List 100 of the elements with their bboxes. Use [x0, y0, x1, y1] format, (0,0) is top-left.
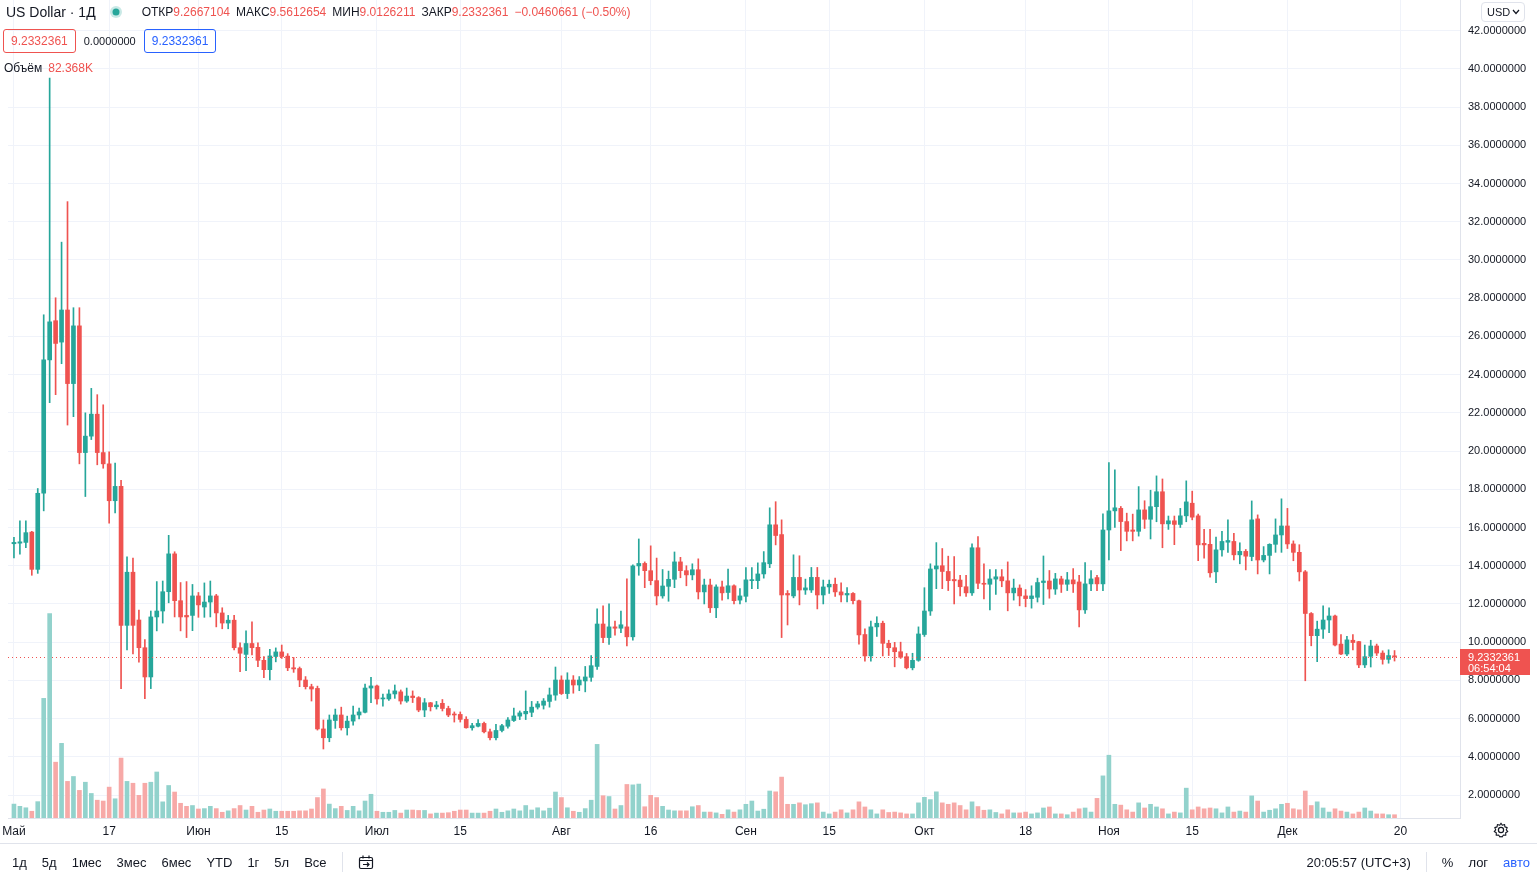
annotation: 9.0126211 [359, 4, 416, 20]
x-tick-label: Июл [364, 823, 390, 838]
y-tick-label: 26.0000000 [1468, 329, 1527, 342]
text: 1мес [71, 854, 102, 870]
bar [1160, 808, 1165, 818]
annotation: 9.2332361 [451, 4, 509, 20]
bar [963, 809, 969, 818]
bar [571, 810, 576, 818]
bar [1136, 802, 1141, 818]
y-tick-label: 32.0000000 [1468, 214, 1527, 227]
x-tick-label: 17 [102, 823, 117, 838]
candlestick [618, 610, 624, 633]
candlestick [874, 616, 880, 637]
text: USD [1487, 6, 1511, 18]
y-tick-label: 6.0000000 [1468, 711, 1520, 724]
text: авто [1503, 854, 1530, 870]
bar [1255, 800, 1260, 818]
bar [65, 781, 70, 818]
candlestick [1243, 549, 1249, 571]
bar [1243, 811, 1249, 818]
bar [737, 809, 743, 818]
bar [398, 812, 404, 818]
y-tick-label: 42.0000000 [1468, 23, 1527, 36]
x-tick-label: Окт [914, 823, 936, 838]
chart-title: US Dollar · 1Д [6, 4, 96, 20]
candlestick [826, 579, 832, 594]
y-tick-label: 16.0000000 [1468, 520, 1527, 533]
y-tick-label: 38.0000000 [1468, 100, 1527, 113]
bar [1047, 806, 1052, 818]
y-tick-label: 10.0000000 [1468, 635, 1527, 648]
y-tick-label: 36.0000000 [1468, 138, 1527, 151]
x-tick-label: 16 [644, 823, 658, 838]
candlestick [636, 538, 642, 576]
bar [338, 806, 344, 818]
bar [559, 797, 564, 818]
annotation: 9.2332361 [3, 29, 76, 53]
annotation: ЗАКР [421, 4, 452, 20]
x-tick-label: Май [2, 823, 26, 838]
y-tick-label: 30.0000000 [1468, 252, 1527, 265]
x-tick-label: 20 [1393, 823, 1408, 838]
bar [725, 809, 731, 818]
bar [29, 810, 35, 818]
bar [190, 805, 195, 818]
bar [838, 809, 844, 818]
bar [196, 808, 201, 818]
text: % [1441, 854, 1454, 870]
bar [701, 811, 707, 818]
annotation: МАКС [236, 4, 270, 20]
annotation: −0.0460661 (−0.50%) [514, 4, 631, 20]
bar [1166, 813, 1171, 818]
bar [71, 776, 76, 818]
y-tick-label: 20.0000000 [1468, 444, 1527, 457]
bar [59, 743, 64, 818]
bar [422, 810, 427, 818]
bar [565, 807, 570, 818]
x-tick-label: Авг [552, 823, 572, 838]
text: 20:05:57 (UTC+3) [1306, 854, 1411, 870]
annotation: МИН [332, 4, 360, 20]
y-tick-label: 22.0000000 [1468, 405, 1527, 418]
candlestick [571, 675, 576, 694]
bar [434, 812, 439, 818]
y-tick-label: 34.0000000 [1468, 176, 1527, 189]
candlestick [1225, 519, 1231, 553]
candlestick [981, 563, 987, 600]
annotation: 9.2667104 [173, 4, 231, 20]
annotation: 9.2332361 [143, 29, 217, 53]
bar [404, 809, 410, 818]
annotation: 9.5612654 [269, 4, 327, 20]
candlestick [225, 615, 231, 630]
bar [1249, 795, 1255, 818]
candlestick [208, 580, 213, 618]
bar [428, 813, 433, 818]
bar [791, 803, 796, 818]
text: 5д [41, 854, 57, 870]
bar [53, 761, 58, 818]
y-tick-label: 40.0000000 [1468, 61, 1527, 74]
text: 3мес [116, 854, 147, 870]
bar [225, 810, 231, 818]
bar [1201, 808, 1207, 818]
bar [1392, 814, 1397, 818]
bar [797, 802, 802, 818]
x-tick-label: Дек [1277, 823, 1299, 838]
x-tick-label: 15 [1185, 823, 1200, 838]
bar [1172, 811, 1177, 818]
bar [23, 807, 29, 818]
bar [690, 806, 695, 818]
bar [987, 809, 993, 818]
y-tick-label: 2.0000000 [1468, 788, 1520, 801]
candlestick [1064, 572, 1070, 591]
text: 1г [247, 854, 260, 870]
x-tick-label: 18 [1018, 823, 1033, 838]
y-tick-label: 24.0000000 [1468, 367, 1527, 380]
chart-title: Объём [4, 61, 43, 75]
y-tick-label: 4.0000000 [1468, 749, 1520, 762]
annotation: ОТКР [141, 4, 174, 20]
candlestick [154, 581, 160, 632]
bar [850, 809, 856, 818]
annotation: 82.368K [48, 61, 93, 75]
y-tick-label: 18.0000000 [1468, 482, 1527, 495]
y-tick-label: 14.0000000 [1468, 558, 1527, 571]
